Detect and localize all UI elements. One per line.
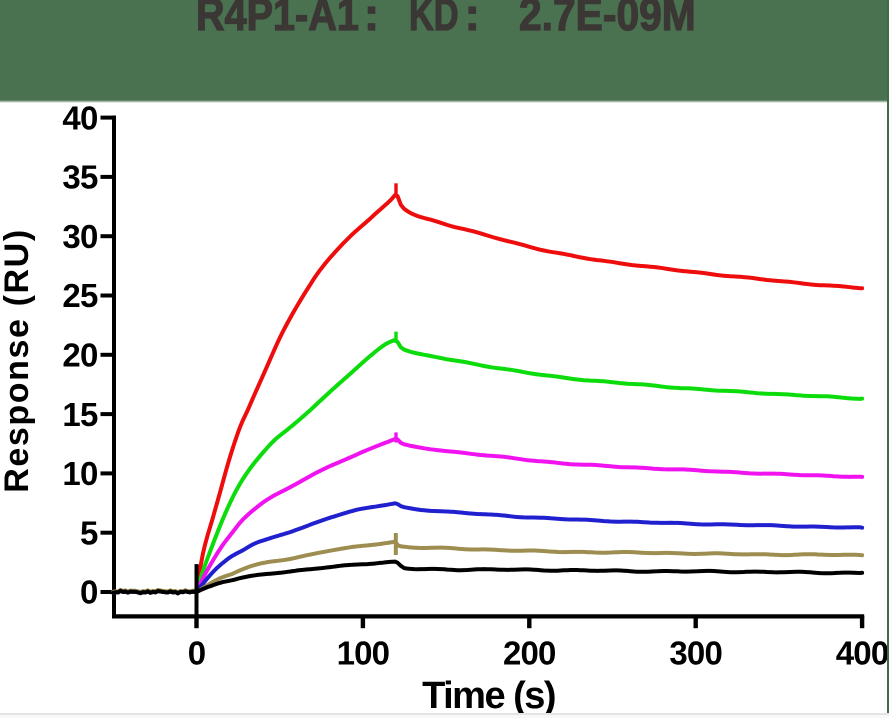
svg-text:Time (s): Time (s) xyxy=(422,675,555,717)
svg-text:100: 100 xyxy=(337,635,390,672)
svg-text:400: 400 xyxy=(836,635,889,672)
svg-text:200: 200 xyxy=(503,635,556,672)
svg-text:30: 30 xyxy=(62,218,97,255)
svg-text:10: 10 xyxy=(62,455,97,492)
svg-text:40: 40 xyxy=(62,99,97,136)
svg-text:0: 0 xyxy=(80,574,98,611)
svg-text:20: 20 xyxy=(62,337,97,374)
svg-text:0: 0 xyxy=(188,635,206,672)
svg-text:Response (RU): Response (RU) xyxy=(0,228,36,493)
svg-text:35: 35 xyxy=(62,159,98,196)
svg-text:5: 5 xyxy=(80,514,98,551)
svg-text:15: 15 xyxy=(62,396,98,433)
svg-text:300: 300 xyxy=(669,635,722,672)
svg-text:25: 25 xyxy=(62,277,98,314)
